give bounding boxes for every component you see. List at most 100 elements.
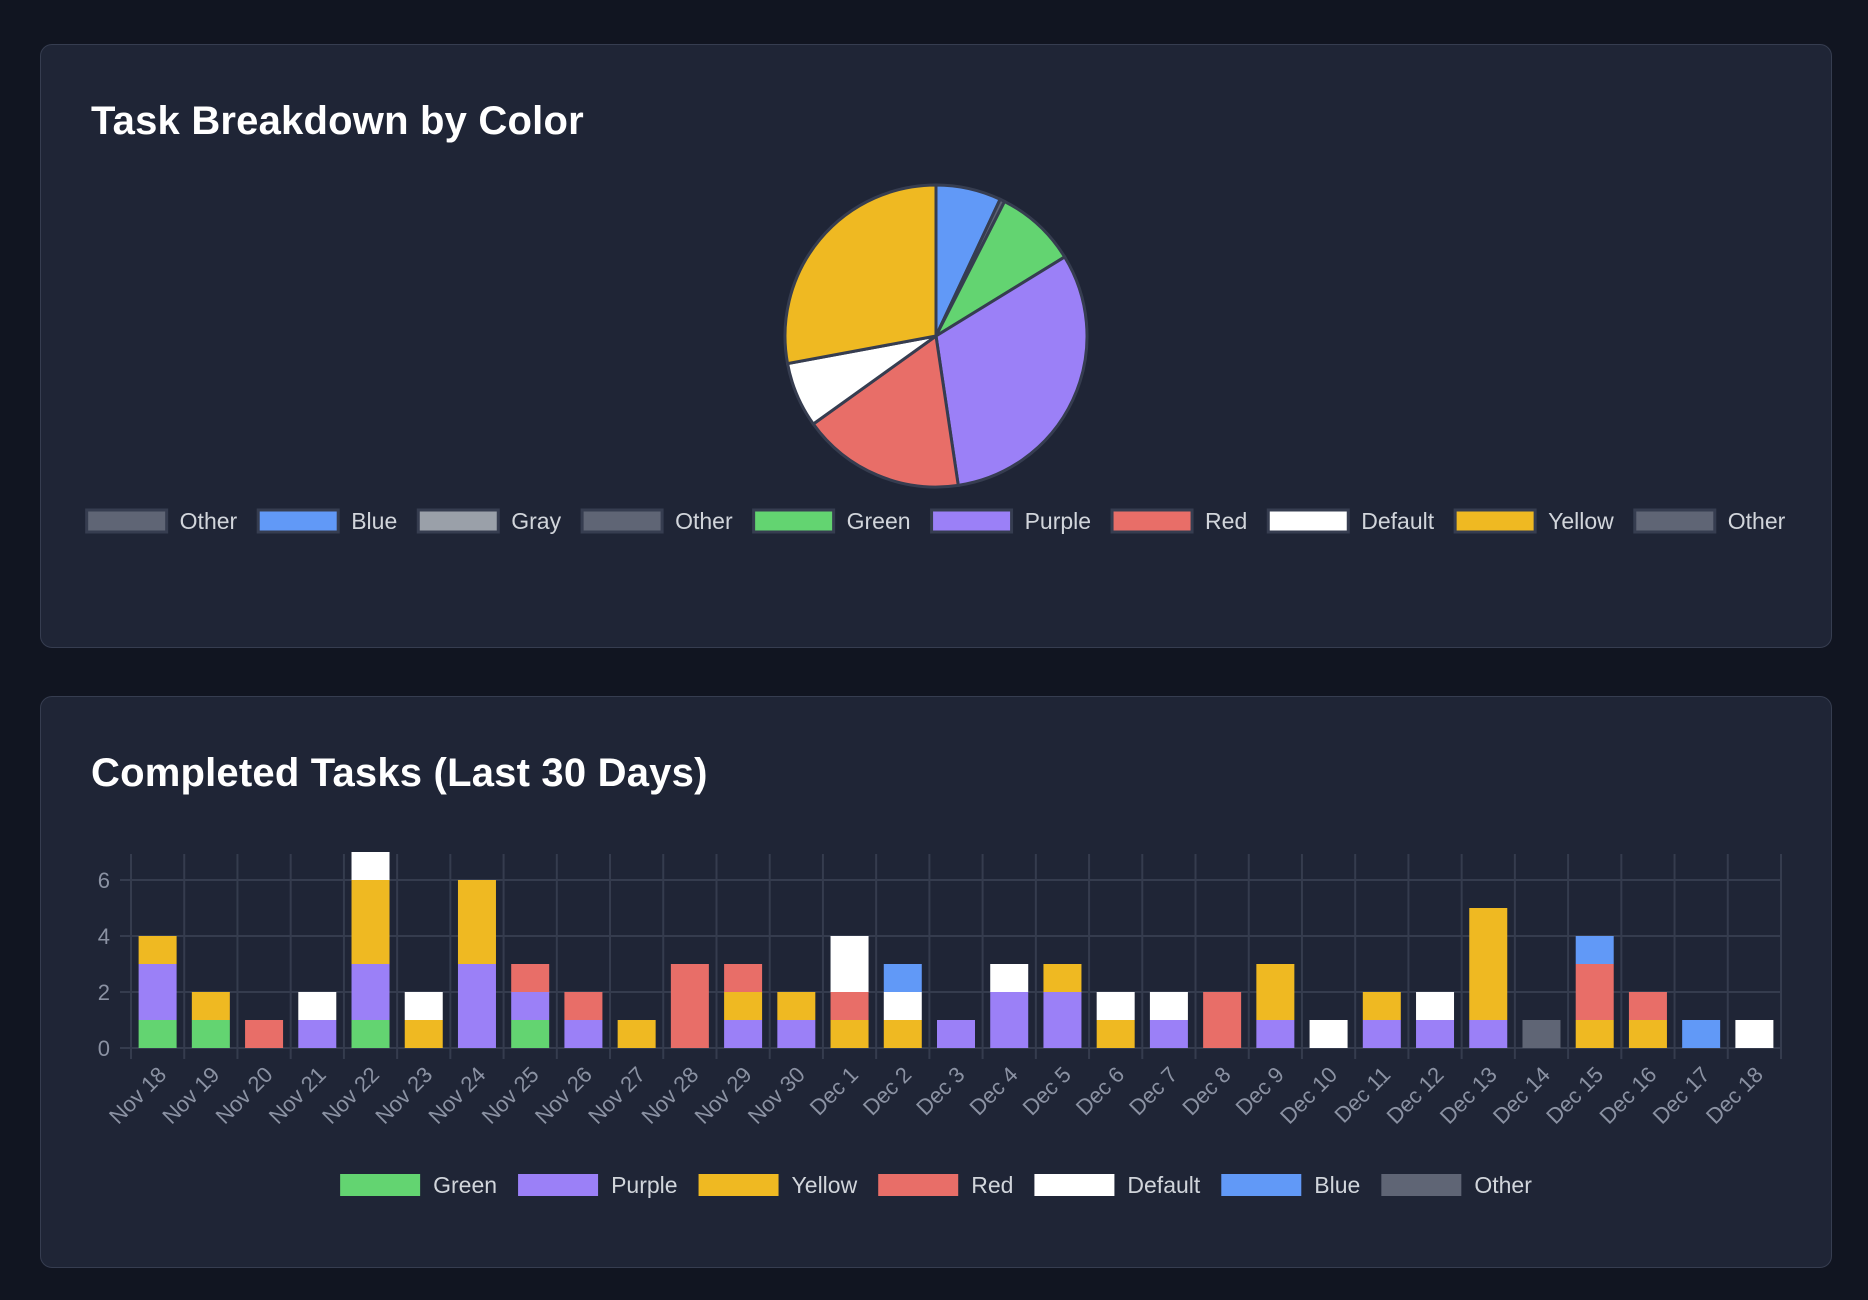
bar-nov-25-green[interactable] — [511, 1020, 550, 1048]
bar-nov-22-green[interactable] — [351, 1020, 390, 1048]
bar-dec-6-yellow[interactable] — [1096, 1020, 1135, 1048]
bar-legend-item-blue[interactable]: Blue — [1221, 1172, 1360, 1198]
bar-nov-30-yellow[interactable] — [777, 992, 816, 1020]
bar-nov-18-yellow[interactable] — [138, 936, 177, 964]
bar-nov-22-default[interactable] — [351, 852, 390, 880]
bar-dec-1-default[interactable] — [830, 936, 869, 992]
bar-nov-28-red[interactable] — [670, 964, 709, 1048]
legend-label: Red — [1205, 508, 1247, 534]
y-tick-label: 2 — [98, 980, 110, 1005]
pie-slice-purple-5[interactable] — [934, 254, 1089, 488]
bar-nov-21-default[interactable] — [298, 992, 337, 1020]
bar-legend-item-default[interactable]: Default — [1034, 1172, 1201, 1198]
bar-nov-24-purple[interactable] — [457, 964, 496, 1048]
pie-legend-item-default-7[interactable]: Default — [1266, 508, 1435, 534]
bar-nov-21-purple[interactable] — [298, 1020, 337, 1048]
bar-nov-23-yellow[interactable] — [404, 1020, 443, 1048]
bar-dec-16-red[interactable] — [1628, 992, 1667, 1020]
bar-dec-13-yellow[interactable] — [1469, 908, 1508, 1020]
x-tick-label: Dec 10 — [1275, 1062, 1342, 1129]
x-tick-label: Nov 27 — [583, 1062, 650, 1129]
bar-nov-30-purple[interactable] — [777, 1020, 816, 1048]
bar-nov-20-red[interactable] — [245, 1020, 284, 1048]
bar-dec-15-red[interactable] — [1575, 964, 1614, 1020]
bar-legend-item-green[interactable]: Green — [340, 1172, 497, 1198]
pie-legend-item-purple-5[interactable]: Purple — [930, 508, 1091, 534]
bar-nov-19-yellow[interactable] — [191, 992, 230, 1020]
legend-label: Other — [1728, 508, 1786, 534]
bar-dec-14-other[interactable] — [1522, 1020, 1561, 1048]
x-tick-label: Nov 29 — [690, 1062, 757, 1129]
bar-dec-11-yellow[interactable] — [1362, 992, 1401, 1020]
bar-nov-29-purple[interactable] — [724, 1020, 763, 1048]
bar-nov-23-default[interactable] — [404, 992, 443, 1020]
pie-legend-item-gray-2[interactable]: Gray — [416, 508, 562, 534]
x-tick-label: Nov 23 — [370, 1062, 437, 1129]
bar-nov-29-yellow[interactable] — [724, 992, 763, 1020]
bar-nov-29-red[interactable] — [724, 964, 763, 992]
pie-legend-item-other-3[interactable]: Other — [580, 508, 733, 534]
bar-nov-19-green[interactable] — [191, 1020, 230, 1048]
bar-dec-15-blue[interactable] — [1575, 936, 1614, 964]
bar-legend-item-red[interactable]: Red — [878, 1172, 1013, 1198]
bar-dec-15-yellow[interactable] — [1575, 1020, 1614, 1048]
bar-dec-3-purple[interactable] — [937, 1020, 975, 1048]
legend-label: Gray — [511, 508, 561, 534]
bar-dec-1-red[interactable] — [830, 992, 869, 1020]
bar-dec-7-purple[interactable] — [1149, 1020, 1188, 1048]
pie-legend-item-green-4[interactable]: Green — [752, 508, 911, 534]
bar-nov-26-red[interactable] — [564, 992, 603, 1020]
bar-nov-18-purple[interactable] — [138, 964, 177, 1020]
bar-dec-6-default[interactable] — [1096, 992, 1135, 1020]
bar-dec-7-default[interactable] — [1149, 992, 1188, 1020]
pie-slice-red-6[interactable] — [811, 333, 960, 489]
bar-dec-2-default[interactable] — [883, 992, 922, 1020]
bar-dec-5-yellow[interactable] — [1043, 964, 1082, 992]
bar-dec-1-yellow[interactable] — [830, 1020, 869, 1048]
bar-dec-11-purple[interactable] — [1362, 1020, 1401, 1048]
pie-legend-item-other-0[interactable]: Other — [85, 508, 238, 534]
bar-nov-25-red[interactable] — [511, 964, 550, 992]
bar-legend-item-other[interactable]: Other — [1381, 1172, 1532, 1198]
bar-dec-2-blue[interactable] — [883, 964, 922, 992]
bar-dec-12-purple[interactable] — [1416, 1020, 1455, 1048]
bar-dec-2-yellow[interactable] — [883, 1020, 922, 1048]
bar-nov-22-purple[interactable] — [351, 964, 390, 1020]
x-tick-label: Dec 12 — [1382, 1062, 1449, 1129]
bar-dec-4-default[interactable] — [990, 964, 1029, 992]
x-tick-label: Nov 21 — [264, 1062, 331, 1129]
legend-swatch — [1221, 1174, 1302, 1196]
legend-swatch — [1453, 508, 1537, 534]
bar-nov-25-purple[interactable] — [511, 992, 550, 1020]
x-tick-label: Dec 13 — [1435, 1062, 1502, 1129]
bar-dec-13-purple[interactable] — [1469, 1020, 1508, 1048]
bar-dec-9-purple[interactable] — [1256, 1020, 1295, 1048]
bar-dec-17-blue[interactable] — [1682, 1020, 1721, 1048]
bar-nov-26-purple[interactable] — [564, 1020, 603, 1048]
x-tick-label: Dec 8 — [1177, 1062, 1235, 1120]
bar-nov-27-yellow[interactable] — [617, 1020, 656, 1048]
bar-nov-24-yellow[interactable] — [457, 880, 496, 964]
legend-swatch — [1266, 508, 1350, 534]
bar-legend-item-purple[interactable]: Purple — [518, 1172, 678, 1198]
pie-legend-item-blue-1[interactable]: Blue — [256, 508, 397, 534]
bar-dec-12-default[interactable] — [1416, 992, 1455, 1020]
pie-legend-item-yellow-8[interactable]: Yellow — [1453, 508, 1614, 534]
pie-slice-yellow-8[interactable] — [783, 183, 938, 366]
x-tick-label: Nov 25 — [477, 1062, 544, 1129]
bar-dec-18-default[interactable] — [1735, 1020, 1774, 1048]
bar-dec-5-purple[interactable] — [1043, 992, 1082, 1048]
legend-swatch — [1381, 1174, 1462, 1196]
bar-dec-16-yellow[interactable] — [1628, 1020, 1667, 1048]
bar-dec-4-purple[interactable] — [990, 992, 1029, 1048]
bar-nov-22-yellow[interactable] — [351, 880, 390, 964]
bar-dec-9-yellow[interactable] — [1256, 964, 1295, 1020]
bar-legend-item-yellow[interactable]: Yellow — [698, 1172, 858, 1198]
pie-slice-green-4[interactable] — [932, 199, 1067, 341]
bar-nov-18-green[interactable] — [138, 1020, 177, 1048]
pie-legend-item-red-6[interactable]: Red — [1110, 508, 1247, 534]
pie-legend-item-other-9[interactable]: Other — [1633, 508, 1786, 534]
bar-dec-10-default[interactable] — [1309, 1020, 1348, 1048]
bar-dec-8-red[interactable] — [1203, 992, 1242, 1048]
legend-label: Other — [675, 508, 733, 534]
